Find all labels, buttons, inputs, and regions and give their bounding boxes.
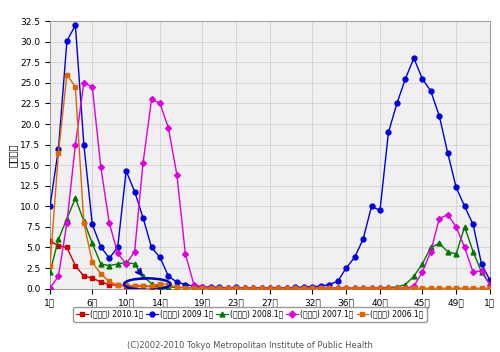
(東京都) 2008.1～ — [174, 285, 180, 289]
(東京都) 2007.1～ — [216, 286, 222, 290]
(東京都) 2010.1～ — [56, 244, 62, 248]
Line: (東京都) 2010.1～: (東京都) 2010.1～ — [48, 238, 162, 289]
(東京都) 2009.1～ — [402, 77, 408, 81]
(東京都) 2009.1～ — [343, 266, 349, 270]
(東京都) 2007.1～ — [174, 173, 180, 177]
(東京都) 2009.1～ — [72, 23, 78, 27]
Y-axis label: 人／定点: 人／定点 — [8, 143, 18, 166]
(東京都) 2008.1～ — [326, 286, 332, 290]
(東京都) 2008.1～ — [352, 286, 358, 290]
(東京都) 2006.1～ — [402, 286, 408, 290]
Text: (C)2002-2010 Tokyo Metropolitan Institute of Public Health: (C)2002-2010 Tokyo Metropolitan Institut… — [127, 341, 373, 351]
Legend: (東京都) 2010.1～, (東京都) 2009.1～, (東京都) 2008.1～, (東京都) 2007.1～, (東京都) 2006.1～: (東京都) 2010.1～, (東京都) 2009.1～, (東京都) 2008… — [73, 307, 427, 322]
(東京都) 2010.1～ — [106, 282, 112, 287]
(東京都) 2009.1～ — [47, 204, 53, 208]
(東京都) 2010.1～ — [123, 284, 129, 288]
(東京都) 2008.1～ — [47, 270, 53, 274]
(東京都) 2009.1～ — [318, 284, 324, 288]
(東京都) 2010.1～ — [64, 245, 70, 250]
(東京都) 2007.1～ — [326, 286, 332, 290]
(東京都) 2010.1～ — [81, 274, 87, 278]
(東京都) 2010.1～ — [114, 283, 120, 288]
(東京都) 2010.1～ — [72, 264, 78, 268]
Line: (東京都) 2008.1～: (東京都) 2008.1～ — [48, 196, 492, 291]
(東京都) 2006.1～ — [200, 286, 205, 290]
(東京都) 2010.1～ — [90, 276, 96, 280]
(東京都) 2008.1～ — [343, 286, 349, 290]
(東京都) 2007.1～ — [402, 286, 408, 290]
(東京都) 2006.1～ — [64, 73, 70, 77]
(東京都) 2006.1～ — [47, 264, 53, 268]
(東京都) 2009.1～ — [487, 278, 493, 283]
(東京都) 2007.1～ — [318, 286, 324, 290]
(東京都) 2007.1～ — [343, 286, 349, 290]
(東京都) 2008.1～ — [318, 286, 324, 290]
(東京都) 2009.1～ — [352, 255, 358, 259]
(東京都) 2007.1～ — [487, 282, 493, 287]
(東京都) 2010.1～ — [140, 284, 146, 288]
(東京都) 2006.1～ — [343, 286, 349, 290]
(東京都) 2010.1～ — [47, 239, 53, 243]
(東京都) 2006.1～ — [326, 286, 332, 290]
(東京都) 2010.1～ — [157, 285, 163, 289]
(東京都) 2006.1～ — [174, 285, 180, 289]
(東京都) 2009.1～ — [224, 286, 230, 290]
(東京都) 2010.1～ — [148, 284, 154, 289]
(東京都) 2008.1～ — [200, 286, 205, 290]
(東京都) 2007.1～ — [47, 286, 53, 290]
(東京都) 2006.1～ — [352, 286, 358, 290]
Line: (東京都) 2007.1～: (東京都) 2007.1～ — [48, 81, 492, 290]
(東京都) 2010.1～ — [132, 284, 138, 288]
Line: (東京都) 2006.1～: (東京都) 2006.1～ — [48, 73, 492, 290]
(東京都) 2007.1～ — [352, 286, 358, 290]
(東京都) 2006.1～ — [318, 286, 324, 290]
(東京都) 2008.1～ — [402, 282, 408, 287]
(東京都) 2008.1～ — [487, 282, 493, 287]
(東京都) 2006.1～ — [487, 286, 493, 290]
(東京都) 2009.1～ — [326, 282, 332, 287]
(東京都) 2008.1～ — [72, 196, 78, 200]
(東京都) 2009.1～ — [174, 280, 180, 284]
(東京都) 2007.1～ — [81, 81, 87, 85]
(東京都) 2010.1～ — [98, 280, 104, 284]
Line: (東京都) 2009.1～: (東京都) 2009.1～ — [48, 23, 492, 290]
